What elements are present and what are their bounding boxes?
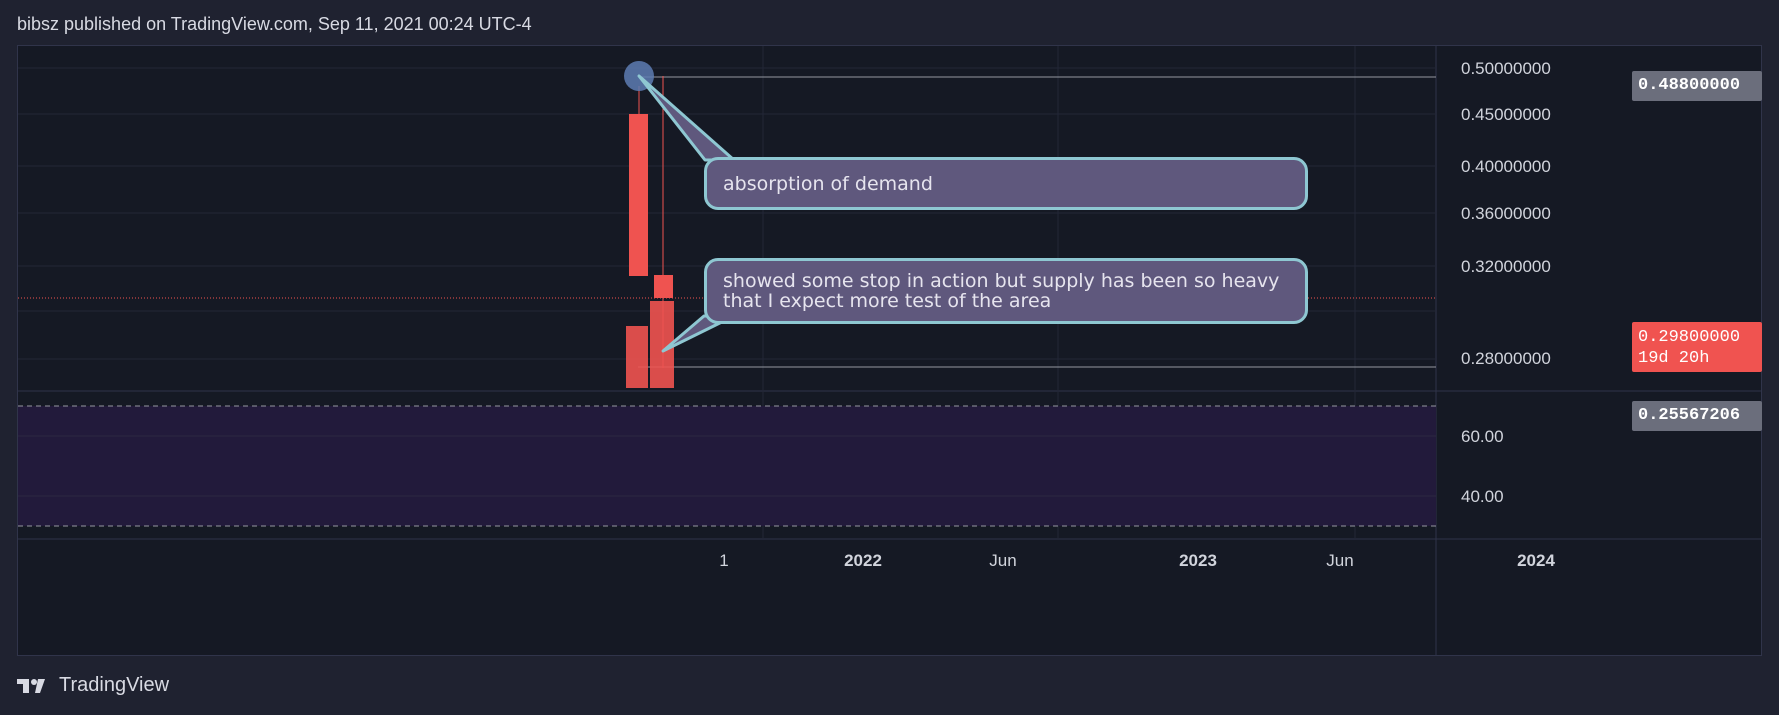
low-price-badge: 0.25567206 — [1632, 401, 1762, 431]
time-axis-ticks: 1 2022 Jun 2023 Jun 2024 — [719, 551, 1555, 570]
callout-top-pointer — [637, 74, 736, 162]
tradingview-footer[interactable]: TradingView — [17, 674, 169, 697]
callout-supply[interactable]: showed some stop in action but supply ha… — [704, 258, 1308, 324]
time-tick: 2024 — [1517, 551, 1555, 570]
volume-bar — [626, 326, 648, 388]
price-tick: 0.50000000 — [1461, 59, 1551, 78]
indicator-tick: 60.00 — [1461, 427, 1504, 446]
time-tick: Jun — [1326, 551, 1353, 570]
price-tick: 0.28000000 — [1461, 349, 1551, 368]
time-tick: 2022 — [844, 551, 882, 570]
price-tick: 0.45000000 — [1461, 105, 1551, 124]
price-tick: 0.32000000 — [1461, 257, 1551, 276]
indicator-axis-ticks: 60.00 40.00 — [1461, 427, 1504, 506]
indicator-tick: 40.00 — [1461, 487, 1504, 506]
callout-absorption-text: absorption of demand — [723, 173, 933, 195]
price-tick: 0.40000000 — [1461, 157, 1551, 176]
high-price-badge: 0.48800000 — [1632, 71, 1762, 101]
price-tick: 0.36000000 — [1461, 204, 1551, 223]
candle-body[interactable] — [654, 275, 673, 298]
current-price-value: 0.29800000 — [1638, 328, 1741, 347]
bar-countdown: 19d 20h — [1638, 349, 1710, 368]
publish-info: bibsz published on TradingView.com, Sep … — [17, 14, 532, 34]
time-tick: 1 — [719, 551, 728, 570]
candle-body[interactable] — [629, 114, 648, 276]
brand-name: TradingView — [59, 674, 170, 696]
chart-canvas[interactable]: 0.50000000 0.45000000 0.40000000 0.36000… — [18, 46, 1762, 656]
tradingview-logo-icon — [17, 678, 45, 693]
price-axis-ticks: 0.50000000 0.45000000 0.40000000 0.36000… — [1461, 59, 1551, 368]
time-tick: 2023 — [1179, 551, 1217, 570]
time-tick: Jun — [989, 551, 1016, 570]
callout-absorption[interactable]: absorption of demand — [704, 157, 1308, 210]
callout-supply-text: showed some stop in action but supply ha… — [723, 270, 1280, 312]
current-price-badge: 0.29800000 19d 20h — [1632, 322, 1762, 372]
chart-area[interactable]: 0.50000000 0.45000000 0.40000000 0.36000… — [17, 45, 1762, 656]
indicator-band — [18, 406, 1436, 526]
